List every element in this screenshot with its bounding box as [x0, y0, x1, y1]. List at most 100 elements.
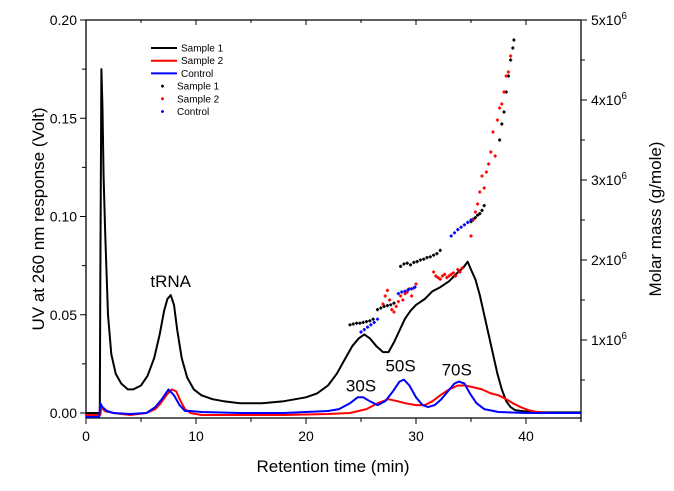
dot-sample-2 [504, 74, 508, 78]
y2-tick-label: 5x106 [591, 11, 627, 28]
dot-sample-1 [358, 321, 362, 325]
dot-sample-2 [473, 210, 477, 214]
legend-dot-swatch [161, 97, 164, 101]
x-tick-label: 10 [188, 428, 204, 444]
legend-label: Sample 2 [181, 56, 224, 67]
dot-sample-2 [476, 202, 480, 206]
dot-sample-2 [443, 272, 447, 276]
y2-tick-label: 3x106 [591, 171, 627, 188]
x-axis: 0 10 20 30 40 [82, 20, 582, 444]
dot-sample-1 [502, 110, 506, 114]
dot-sample-2 [449, 272, 453, 276]
y2-tick-label: 1x106 [591, 331, 627, 348]
dot-sample-2 [385, 288, 389, 292]
legend-dot-swatch [161, 110, 164, 113]
dot-sample-1 [399, 264, 403, 268]
dot-sample-1 [480, 208, 484, 212]
dot-sample-1 [351, 322, 355, 326]
dot-control [452, 231, 457, 235]
annotation-30s: 30S [346, 376, 376, 395]
legend-label: Sample 1 [177, 82, 220, 93]
dot-sample-1 [382, 304, 386, 308]
dot-sample-2 [383, 294, 387, 298]
dot-control [359, 330, 363, 334]
dot-sample-1 [432, 253, 436, 257]
dot-sample-2 [445, 276, 449, 280]
dot-sample-2 [502, 90, 506, 94]
peak-annotations: tRNA 30S 50S 70S [150, 272, 471, 395]
dot-sample-1 [476, 213, 480, 217]
dot-sample-2 [432, 270, 436, 274]
dot-sample-1 [364, 320, 369, 324]
y-tick-label: 0.15 [50, 110, 77, 126]
dot-sample-2 [498, 106, 502, 110]
dot-control [369, 323, 373, 327]
dot-sample-2 [436, 276, 440, 280]
dot-control [413, 285, 417, 289]
dot-sample-2 [456, 268, 460, 272]
dot-sample-1 [438, 248, 442, 252]
y2-tick-label: 2x106 [591, 251, 627, 268]
dot-sample-2 [460, 266, 464, 270]
dot-sample-1 [379, 306, 383, 310]
dot-sample-2 [487, 162, 491, 166]
dot-sample-1 [348, 323, 352, 327]
dot-sample-2 [493, 154, 497, 158]
dot-sample-2 [495, 118, 499, 122]
dot-sample-1 [418, 258, 422, 262]
dot-sample-1 [512, 38, 516, 42]
legend-label: Sample 2 [177, 94, 220, 105]
uv-trace-lines [86, 68, 581, 418]
legend-item: Sample 1 [161, 82, 220, 93]
legend-label: Sample 1 [181, 44, 224, 55]
dot-sample-1 [415, 260, 419, 264]
dot-sample-2 [410, 294, 414, 298]
plot-frame [85, 19, 582, 422]
dot-sample-2 [478, 190, 482, 194]
dot-sample-2 [440, 274, 444, 278]
dot-sample-2 [491, 130, 495, 134]
dot-control [403, 289, 407, 293]
dot-sample-2 [489, 150, 493, 154]
legend-item: Sample 2 [151, 56, 224, 67]
dot-control [456, 228, 460, 232]
dot-sample-1 [408, 263, 413, 267]
dot-sample-2 [500, 102, 504, 106]
legend-label: Control [177, 107, 209, 118]
molar-mass-dots [348, 38, 516, 334]
dot-sample-2 [438, 277, 442, 281]
dot-sample-1 [385, 304, 389, 308]
dot-sample-1 [422, 257, 426, 261]
dot-sample-1 [405, 261, 409, 265]
dot-sample-1 [509, 58, 513, 62]
dot-sample-1 [371, 317, 375, 321]
series-line-sample-1 [86, 68, 581, 414]
series-line-control [86, 378, 581, 418]
dot-sample-2 [388, 298, 392, 302]
dot-control [410, 287, 414, 291]
series-line-sample-2 [86, 384, 581, 416]
dot-control [466, 220, 470, 224]
dot-sample-1 [402, 262, 406, 266]
y-axis-title: UV at 260 nm response (Volt) [29, 107, 48, 330]
dot-control [469, 218, 473, 222]
dot-sample-2 [390, 308, 394, 312]
legend-dot-swatch [161, 84, 164, 88]
dot-sample-2 [451, 271, 455, 275]
dot-sample-1 [375, 308, 380, 312]
dot-control [362, 328, 366, 332]
dot-sample-2 [469, 234, 473, 238]
x-tick-label: 30 [408, 428, 424, 444]
dot-sample-2 [484, 170, 488, 174]
dot-sample-2 [458, 270, 462, 274]
dot-sample-2 [506, 70, 510, 74]
dot-sample-1 [392, 301, 396, 305]
y2-axis-title: Molar mass (g/mole) [646, 142, 665, 297]
x-tick-label: 20 [298, 428, 314, 444]
dot-sample-1 [435, 252, 439, 256]
dot-sample-2 [396, 300, 400, 304]
dot-sample-2 [454, 274, 458, 278]
y2-tick-label: 4x106 [591, 91, 627, 108]
y-tick-label: 0.05 [50, 307, 77, 323]
